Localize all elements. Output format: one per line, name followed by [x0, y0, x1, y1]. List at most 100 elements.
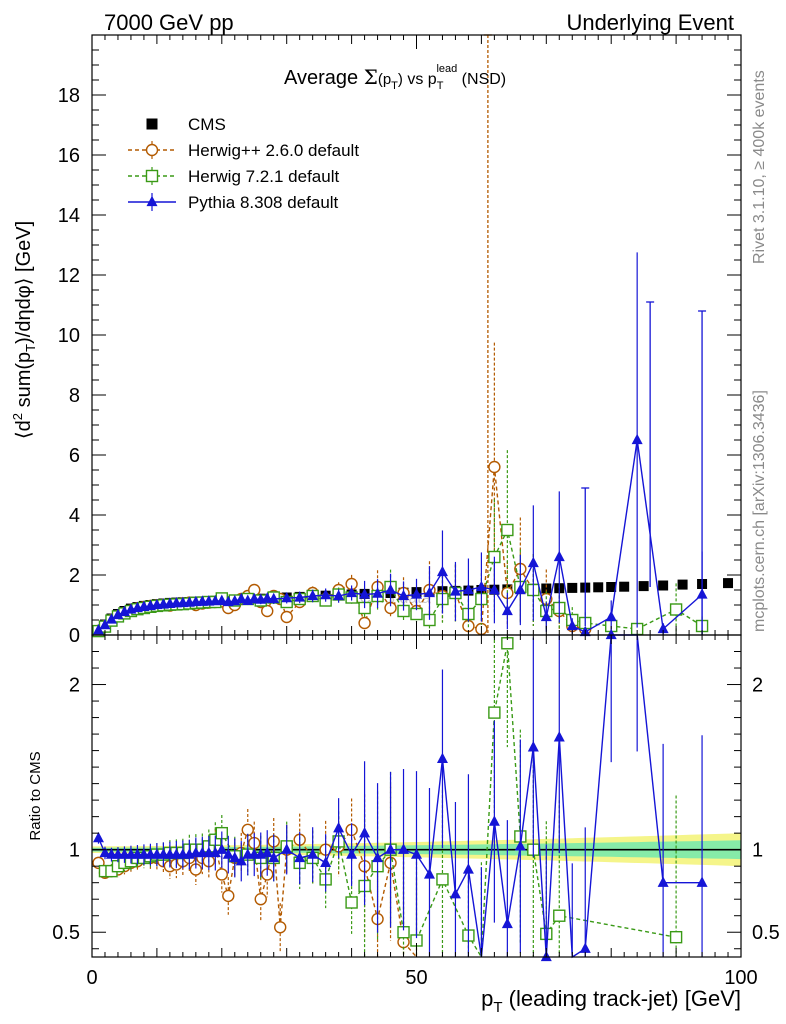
data-point — [105, 613, 117, 624]
data-point — [99, 618, 111, 630]
y-tick-label: 2 — [69, 565, 80, 587]
legend-item: Pythia 8.308 default — [128, 193, 339, 212]
legend-marker — [145, 169, 159, 183]
data-point — [606, 582, 617, 592]
ratio-series-layer — [92, 628, 708, 962]
data-point — [423, 586, 435, 598]
data-point — [216, 594, 228, 605]
data-point — [514, 583, 526, 595]
data-point — [333, 589, 345, 601]
ratio-point — [462, 863, 474, 874]
data-point — [462, 583, 474, 595]
data-point — [593, 582, 604, 593]
ratio-point — [222, 848, 234, 859]
ratio-point — [333, 821, 345, 833]
data-point — [385, 583, 397, 595]
ratio-point — [216, 843, 228, 854]
y-tick-label: 16 — [58, 145, 80, 167]
legend-marker — [145, 143, 159, 157]
ratio-point — [320, 856, 332, 868]
data-point — [436, 565, 448, 577]
data-point — [553, 550, 565, 562]
data-point — [281, 591, 293, 603]
ratio-y-tick-label: 0.5 — [752, 922, 780, 944]
ratio-y-tick-label: 1 — [69, 840, 80, 862]
ratio-point — [222, 889, 235, 903]
data-point — [658, 580, 669, 591]
data-point — [501, 523, 514, 537]
data-point — [398, 589, 410, 601]
ratio-point — [241, 823, 254, 837]
data-point — [92, 623, 104, 635]
ratio-point — [307, 848, 319, 859]
y-tick-label: 6 — [69, 445, 80, 467]
ratio-y-tick-label: 1 — [752, 840, 763, 862]
data-point — [307, 589, 319, 601]
ratio-y-axis-title: Ratio to CMS — [27, 751, 44, 840]
y-tick-label: 4 — [69, 505, 80, 527]
ratio-point — [553, 909, 566, 922]
ratio-point — [449, 887, 461, 899]
ratio-panel: 0 50 100 0.5 0.5 1 1 2 2 Ratio to CMS — [27, 628, 780, 989]
legend-item: CMS — [146, 115, 226, 134]
main-title: Average Σ(pT) vs pTlead (NSD) — [284, 63, 506, 92]
series-2 — [92, 450, 709, 638]
data-point — [723, 578, 734, 589]
header-process: Underlying Event — [566, 10, 734, 35]
legend-item: Herwig 7.2.1 default — [128, 167, 339, 186]
ratio-point — [385, 843, 397, 854]
legend-item: Herwig++ 2.6.0 default — [128, 141, 359, 160]
ratio-point — [501, 917, 513, 929]
main-axes: 0 2 4 6 8 10 12 14 16 18 — [58, 35, 742, 647]
ratio-point — [294, 851, 306, 863]
ratio-y-tick-label: 0.5 — [52, 922, 80, 944]
main-y-axis-title: ⟨d2 sum(pT)/dηdφ⟩ [GeV] — [10, 221, 38, 439]
ratio-point — [514, 840, 526, 851]
x-axis-title: pT (leading track-jet) [GeV] — [481, 986, 741, 1016]
data-point — [261, 604, 274, 618]
header-energy: 7000 GeV pp — [104, 10, 234, 35]
legend-marker — [146, 195, 158, 207]
ratio-point — [423, 868, 435, 879]
y-tick-label: 18 — [58, 85, 80, 107]
ratio-point — [372, 851, 384, 863]
data-point — [294, 591, 306, 602]
data-point — [372, 587, 384, 598]
data-point — [541, 583, 552, 594]
ratio-series-2 — [92, 628, 708, 962]
legend: CMS Herwig++ 2.6.0 default Herwig 7.2.1 de… — [128, 115, 359, 212]
data-point — [411, 588, 422, 599]
data-point — [346, 586, 358, 598]
ratio-point — [261, 846, 273, 858]
ratio-point — [346, 848, 358, 859]
data-point — [657, 622, 669, 634]
data-point — [501, 604, 513, 616]
ratio-point — [398, 843, 410, 854]
ratio-point — [411, 848, 422, 859]
data-point — [280, 610, 293, 624]
legend-label: Pythia 8.308 default — [188, 193, 339, 212]
ratio-point — [345, 896, 358, 909]
ratio-point — [281, 843, 293, 854]
ratio-point — [488, 815, 500, 826]
y-tick-label: 14 — [58, 205, 80, 227]
rivet-label: Rivet 3.1.10, ≥ 400k events — [751, 70, 768, 264]
y-tick-label: 10 — [58, 325, 80, 347]
legend-marker — [146, 118, 158, 130]
data-point — [488, 460, 501, 474]
data-point — [605, 610, 617, 622]
data-point — [540, 610, 552, 622]
ratio-point — [553, 731, 565, 742]
ratio-point — [669, 930, 683, 944]
data-point — [488, 583, 500, 595]
data-point — [449, 585, 461, 596]
ratio-point — [254, 893, 267, 906]
x-tick-label: 50 — [405, 967, 427, 989]
data-point — [638, 581, 649, 592]
ratio-point — [579, 942, 591, 953]
data-point — [619, 581, 630, 592]
data-point — [358, 616, 371, 630]
data-point — [677, 579, 688, 590]
